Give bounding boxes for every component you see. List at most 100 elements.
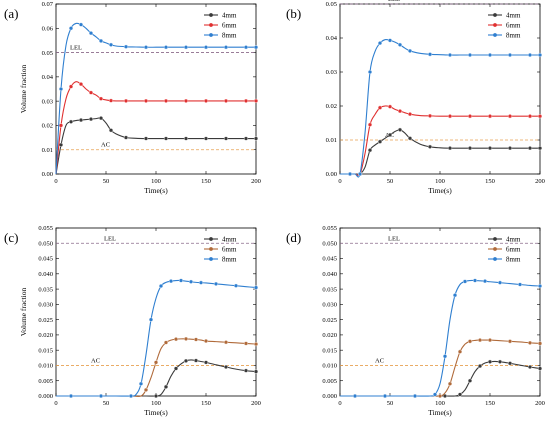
data-point (367, 69, 373, 75)
data-point (203, 360, 209, 365)
x-axis-label: Time(s) (428, 408, 452, 417)
data-point (163, 384, 169, 389)
data-point (397, 127, 403, 132)
data-point (183, 45, 189, 50)
data-point (387, 38, 393, 43)
data-point (193, 358, 199, 363)
series-line (339, 339, 541, 397)
data-point (143, 45, 149, 50)
data-point (98, 116, 104, 121)
y-tick-label: 0.050 (38, 240, 53, 247)
data-point (78, 82, 84, 87)
x-tick-label: 0 (54, 400, 57, 407)
y-tick-label: 0.02 (326, 103, 337, 110)
legend-label: 8mm (506, 32, 521, 40)
data-point (163, 340, 169, 345)
data-point (487, 338, 493, 343)
chart-panel: (d) 0.000 0.005 0.010 0.015 0.020 0.025 0.030 0.… (286, 225, 545, 417)
data-point (477, 338, 483, 343)
data-point (153, 393, 159, 399)
data-point (497, 359, 503, 364)
data-point (467, 339, 473, 344)
data-point (447, 146, 453, 151)
data-point (507, 52, 513, 58)
data-point (243, 136, 249, 141)
y-tick-label: 0.020 (322, 332, 337, 339)
data-point (457, 349, 463, 354)
y-tick-label: 0.005 (38, 378, 53, 385)
y-tick-label: 0.035 (38, 286, 53, 293)
x-tick-label: 150 (201, 400, 211, 407)
legend-marker (209, 33, 213, 37)
data-point (367, 122, 373, 127)
y-tick-label: 0.000 (322, 393, 337, 400)
x-tick-label: 200 (535, 400, 545, 407)
data-point (527, 364, 533, 370)
data-point (467, 114, 473, 119)
data-point (78, 22, 84, 27)
y-tick-label: 0.035 (322, 286, 337, 293)
data-point (487, 52, 493, 58)
data-point (537, 366, 543, 371)
data-point (537, 283, 543, 289)
data-point (507, 339, 513, 344)
series-line (55, 117, 256, 175)
data-point (253, 136, 259, 141)
y-tick-label: 0.02 (42, 123, 53, 130)
data-point (357, 171, 363, 177)
x-tick-label: 50 (387, 178, 394, 185)
y-tick-label: 0.00 (326, 171, 337, 178)
data-point (397, 42, 403, 47)
data-point (427, 52, 433, 57)
data-point (352, 393, 358, 399)
legend-label: 4mm (222, 236, 237, 244)
x-axis-label: Time(s) (428, 186, 452, 195)
data-point (223, 45, 229, 50)
data-point (108, 128, 114, 133)
legend-label: 6mm (506, 22, 521, 30)
y-tick-label: 0.025 (322, 317, 337, 324)
y-tick-label: 0.045 (38, 256, 53, 263)
y-tick-label: 0.05 (42, 50, 53, 57)
data-point (233, 283, 239, 288)
data-point (407, 136, 413, 141)
series-line (339, 279, 541, 397)
x-tick-label: 150 (485, 178, 495, 185)
data-point (183, 336, 189, 341)
legend-label: 4mm (506, 12, 521, 20)
data-point (243, 368, 249, 373)
data-point (68, 26, 74, 31)
data-point (173, 366, 179, 371)
data-point (183, 136, 189, 141)
data-point (382, 393, 388, 399)
data-point (527, 340, 533, 345)
legend-marker (209, 23, 213, 27)
data-point (203, 98, 209, 103)
panel-label: (c) (4, 230, 18, 245)
data-point (58, 142, 64, 147)
data-point (442, 354, 448, 359)
y-tick-label: 0.015 (322, 347, 337, 354)
data-point (447, 114, 453, 119)
reference-label: LEL (388, 235, 400, 242)
data-point (387, 132, 393, 137)
data-point (487, 146, 493, 151)
data-point (407, 112, 413, 117)
data-point (467, 146, 473, 151)
data-point (467, 378, 473, 383)
data-point (143, 136, 149, 141)
legend-label: 4mm (222, 12, 237, 20)
legend-marker (493, 33, 497, 37)
data-point (203, 136, 209, 141)
data-point (223, 136, 229, 141)
x-tick-label: 0 (338, 178, 341, 185)
y-tick-label: 0.050 (322, 240, 337, 247)
data-point (158, 283, 164, 289)
y-axis-label: Volume fraction (19, 288, 28, 337)
data-point (98, 96, 104, 101)
chart-panel: (b) 0.00 0.01 0.02 0.03 0.04 0.05 0 50 100 150 200 T… (286, 0, 545, 195)
y-tick-label: 0.055 (38, 225, 53, 232)
data-point (148, 317, 154, 322)
data-point (507, 361, 513, 366)
